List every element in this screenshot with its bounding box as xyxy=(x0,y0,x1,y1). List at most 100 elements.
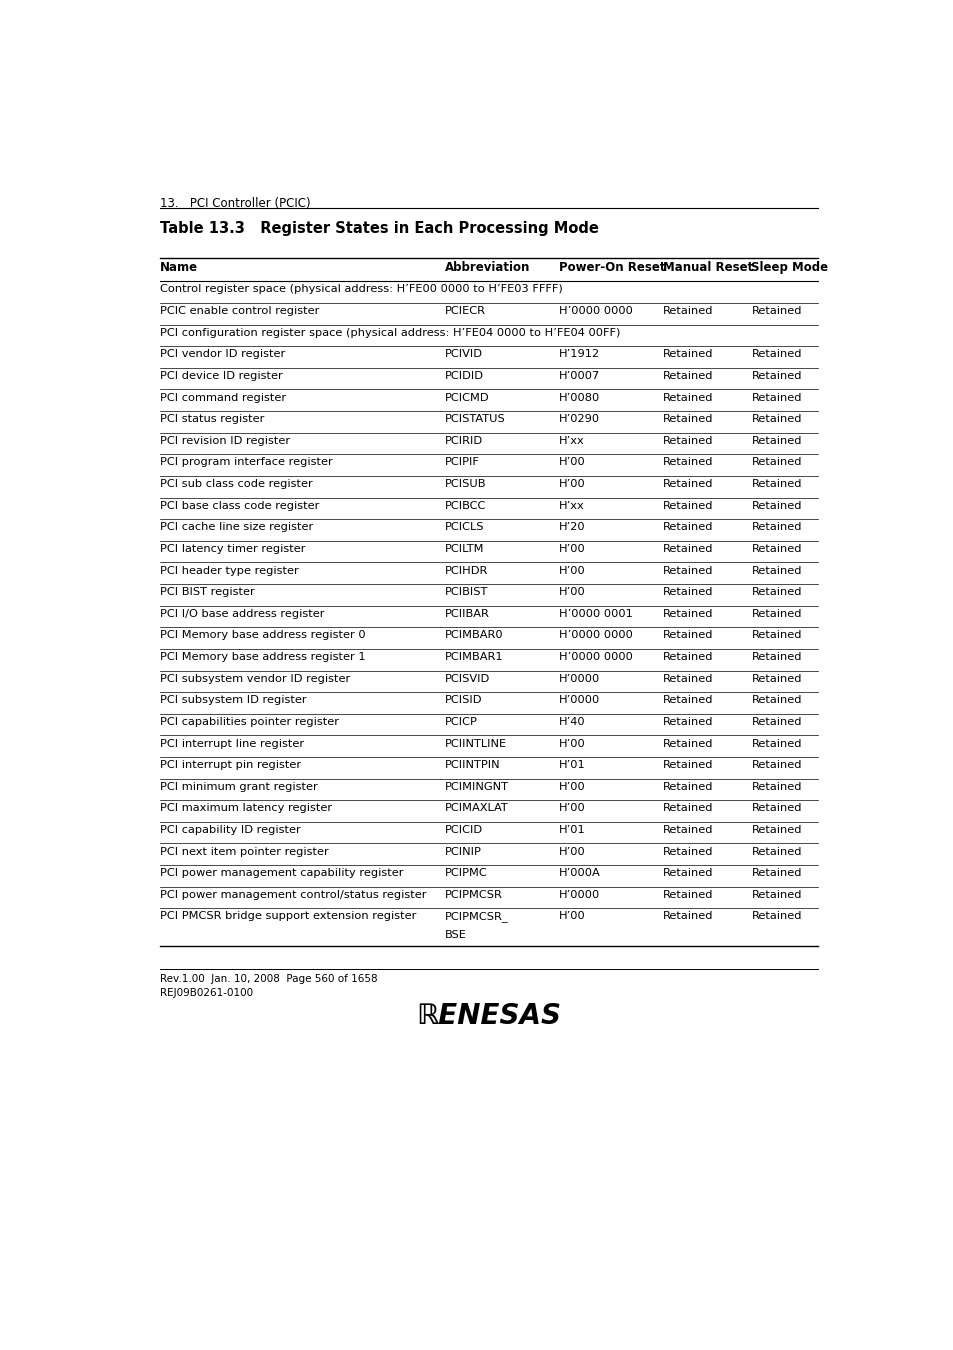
Text: PCI header type register: PCI header type register xyxy=(160,566,298,575)
Text: Table 13.3   Register States in Each Processing Mode: Table 13.3 Register States in Each Proce… xyxy=(160,221,598,236)
Text: PCICID: PCICID xyxy=(444,825,482,836)
Text: Control register space (physical address: H’FE00 0000 to H’FE03 FFFF): Control register space (physical address… xyxy=(160,285,562,294)
Text: PCILTM: PCILTM xyxy=(444,544,483,554)
Text: Retained: Retained xyxy=(662,522,713,532)
Text: PCICMD: PCICMD xyxy=(444,393,489,402)
Text: H’xx: H’xx xyxy=(558,436,584,446)
Text: H’00: H’00 xyxy=(558,738,585,748)
Text: Retained: Retained xyxy=(751,350,801,359)
Text: 13.   PCI Controller (PCIC): 13. PCI Controller (PCIC) xyxy=(160,197,311,211)
Text: Retained: Retained xyxy=(751,587,801,597)
Text: PCISUB: PCISUB xyxy=(444,479,486,489)
Text: Retained: Retained xyxy=(662,674,713,683)
Text: PCIMINGNT: PCIMINGNT xyxy=(444,782,508,791)
Text: Retained: Retained xyxy=(751,717,801,726)
Text: PCIPMCSR_: PCIPMCSR_ xyxy=(444,911,508,922)
Text: Retained: Retained xyxy=(751,911,801,922)
Text: Retained: Retained xyxy=(751,544,801,554)
Text: Retained: Retained xyxy=(662,630,713,640)
Text: H’01: H’01 xyxy=(558,760,585,770)
Text: PCIECR: PCIECR xyxy=(444,306,485,316)
Text: Retained: Retained xyxy=(751,566,801,575)
Text: Retained: Retained xyxy=(662,890,713,900)
Text: Retained: Retained xyxy=(751,458,801,467)
Text: Retained: Retained xyxy=(751,522,801,532)
Text: PCISTATUS: PCISTATUS xyxy=(444,414,505,424)
Text: H’0080: H’0080 xyxy=(558,393,599,402)
Text: Retained: Retained xyxy=(662,306,713,316)
Text: PCI maximum latency register: PCI maximum latency register xyxy=(160,803,332,813)
Text: Abbreviation: Abbreviation xyxy=(444,261,529,274)
Text: PCIMBAR1: PCIMBAR1 xyxy=(444,652,502,662)
Text: PCI vendor ID register: PCI vendor ID register xyxy=(160,350,285,359)
Text: PCISVID: PCISVID xyxy=(444,674,489,683)
Text: PCICLS: PCICLS xyxy=(444,522,483,532)
Text: PCIMAXLAT: PCIMAXLAT xyxy=(444,803,508,813)
Text: Retained: Retained xyxy=(751,652,801,662)
Text: Retained: Retained xyxy=(751,479,801,489)
Text: PCIC enable control register: PCIC enable control register xyxy=(160,306,319,316)
Text: PCI capabilities pointer register: PCI capabilities pointer register xyxy=(160,717,338,726)
Text: PCI base class code register: PCI base class code register xyxy=(160,501,319,510)
Text: H’20: H’20 xyxy=(558,522,585,532)
Text: Retained: Retained xyxy=(751,393,801,402)
Text: Retained: Retained xyxy=(662,458,713,467)
Text: Retained: Retained xyxy=(751,868,801,879)
Text: PCI sub class code register: PCI sub class code register xyxy=(160,479,313,489)
Text: H’1912: H’1912 xyxy=(558,350,599,359)
Text: Retained: Retained xyxy=(662,371,713,381)
Text: PCI BIST register: PCI BIST register xyxy=(160,587,254,597)
Text: Sleep Mode: Sleep Mode xyxy=(751,261,827,274)
Text: PCIVID: PCIVID xyxy=(444,350,482,359)
Text: Retained: Retained xyxy=(751,371,801,381)
Text: PCIIBAR: PCIIBAR xyxy=(444,609,489,618)
Text: Retained: Retained xyxy=(662,652,713,662)
Text: PCICP: PCICP xyxy=(444,717,476,726)
Text: PCI configuration register space (physical address: H’FE04 0000 to H’FE04 00FF): PCI configuration register space (physic… xyxy=(160,328,619,338)
Text: H’00: H’00 xyxy=(558,846,585,857)
Text: Retained: Retained xyxy=(751,738,801,748)
Text: Retained: Retained xyxy=(751,695,801,705)
Text: Retained: Retained xyxy=(662,566,713,575)
Text: PCI interrupt line register: PCI interrupt line register xyxy=(160,738,304,748)
Text: Retained: Retained xyxy=(662,782,713,791)
Text: H’xx: H’xx xyxy=(558,501,584,510)
Text: PCI program interface register: PCI program interface register xyxy=(160,458,333,467)
Text: PCI capability ID register: PCI capability ID register xyxy=(160,825,300,836)
Text: H’00: H’00 xyxy=(558,458,585,467)
Text: Retained: Retained xyxy=(662,479,713,489)
Text: PCI subsystem vendor ID register: PCI subsystem vendor ID register xyxy=(160,674,350,683)
Text: H’0000: H’0000 xyxy=(558,890,599,900)
Text: ℝENESAS: ℝENESAS xyxy=(416,1002,560,1030)
Text: H’00: H’00 xyxy=(558,911,585,922)
Text: Retained: Retained xyxy=(662,609,713,618)
Text: PCIINTLINE: PCIINTLINE xyxy=(444,738,506,748)
Text: REJ09B0261-0100: REJ09B0261-0100 xyxy=(160,988,253,998)
Text: H’0000: H’0000 xyxy=(558,695,599,705)
Text: Retained: Retained xyxy=(751,803,801,813)
Text: Retained: Retained xyxy=(662,393,713,402)
Text: PCIHDR: PCIHDR xyxy=(444,566,487,575)
Text: PCIMBAR0: PCIMBAR0 xyxy=(444,630,502,640)
Text: Retained: Retained xyxy=(662,825,713,836)
Text: H’0000 0000: H’0000 0000 xyxy=(558,630,633,640)
Text: Retained: Retained xyxy=(662,436,713,446)
Text: PCI subsystem ID register: PCI subsystem ID register xyxy=(160,695,306,705)
Text: PCIDID: PCIDID xyxy=(444,371,483,381)
Text: Retained: Retained xyxy=(662,350,713,359)
Text: Rev.1.00  Jan. 10, 2008  Page 560 of 1658: Rev.1.00 Jan. 10, 2008 Page 560 of 1658 xyxy=(160,975,377,984)
Text: H’40: H’40 xyxy=(558,717,585,726)
Text: PCI PMCSR bridge support extension register: PCI PMCSR bridge support extension regis… xyxy=(160,911,416,922)
Text: PCI Memory base address register 1: PCI Memory base address register 1 xyxy=(160,652,365,662)
Text: Retained: Retained xyxy=(751,630,801,640)
Text: PCINIP: PCINIP xyxy=(444,846,481,857)
Text: H’0000: H’0000 xyxy=(558,674,599,683)
Text: Retained: Retained xyxy=(662,501,713,510)
Text: PCI power management control/status register: PCI power management control/status regi… xyxy=(160,890,426,900)
Text: H’0000 0000: H’0000 0000 xyxy=(558,652,633,662)
Text: Retained: Retained xyxy=(751,782,801,791)
Text: Retained: Retained xyxy=(751,501,801,510)
Text: Name: Name xyxy=(160,261,198,274)
Text: H’00: H’00 xyxy=(558,587,585,597)
Text: Retained: Retained xyxy=(662,587,713,597)
